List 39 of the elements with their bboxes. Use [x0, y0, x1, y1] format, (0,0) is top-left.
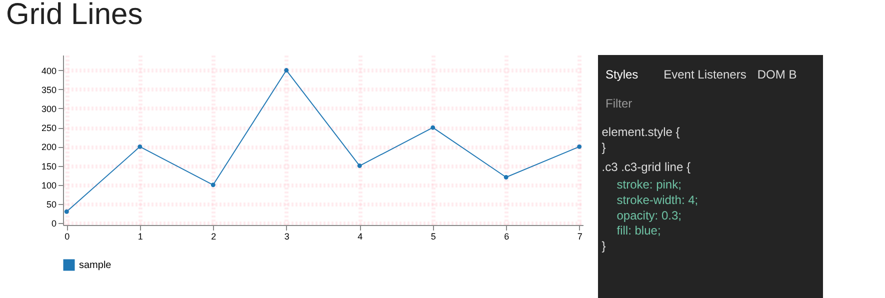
x-tick-label: 4 — [358, 232, 363, 242]
text: Filter — [606, 96, 632, 110]
text: } — [602, 239, 606, 254]
x-tick-label: 3 — [284, 232, 290, 242]
point — [64, 209, 69, 214]
text: opacity: 0.3; — [616, 208, 682, 222]
x-tick-label: 7 — [577, 232, 582, 242]
point — [284, 68, 289, 73]
point — [357, 164, 362, 168]
text: Styles — [606, 67, 638, 82]
point — [577, 144, 582, 149]
x-tick-label: 1 — [138, 232, 143, 242]
text: element.style { — [602, 125, 680, 140]
point — [210, 182, 216, 188]
y-tick-label: 200 — [41, 142, 56, 152]
y-tick-label: 150 — [41, 161, 56, 172]
legend-label: sample — [79, 260, 112, 271]
text: Event Listeners — [664, 67, 746, 82]
text: .c3 .c3-grid line { — [602, 160, 690, 174]
text: stroke-width: 4; — [616, 192, 698, 207]
y-tick-label: 400 — [41, 66, 56, 76]
y-tick-label: 300 — [41, 104, 56, 114]
chart-title: Grid Lines — [6, 0, 143, 31]
point — [504, 175, 508, 180]
y-tick-label: 100 — [41, 180, 56, 190]
x-tick-label: 2 — [211, 232, 216, 242]
y-tick-label: 250 — [41, 123, 56, 134]
x-tick-label: 5 — [430, 232, 436, 242]
text: stroke: pink; — [616, 177, 682, 192]
x-tick-label: 0 — [64, 232, 70, 242]
text: fill: blue; — [616, 224, 661, 238]
y-tick-label: 0 — [51, 218, 56, 229]
y-tick-label: 350 — [41, 84, 56, 95]
point — [430, 125, 436, 130]
y-tick-label: 50 — [46, 199, 56, 210]
x-tick-label: 6 — [504, 232, 510, 242]
text: } — [602, 140, 606, 155]
text: DOM B — [757, 67, 797, 82]
point — [138, 144, 142, 149]
